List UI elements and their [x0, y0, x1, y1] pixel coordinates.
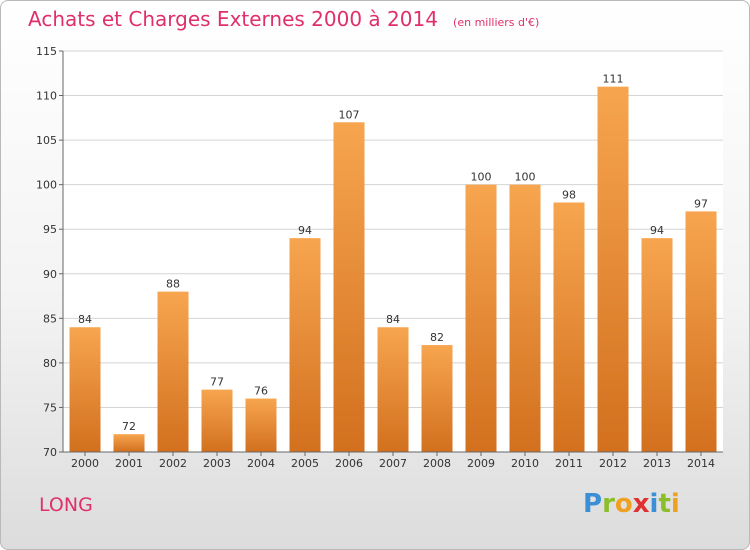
- logo-letter: t: [658, 489, 671, 519]
- logo-letter: i: [670, 489, 680, 519]
- x-tick-label: 2014: [687, 457, 715, 470]
- data-label: 97: [694, 197, 708, 210]
- bar: [421, 345, 453, 452]
- bar: [201, 389, 233, 452]
- y-tick-label: 80: [43, 357, 57, 370]
- bar: [465, 184, 497, 452]
- bar: [157, 291, 189, 452]
- bar: [597, 86, 629, 453]
- y-tick-label: 90: [43, 268, 57, 281]
- data-label: 77: [210, 376, 224, 389]
- x-tick-label: 2009: [467, 457, 495, 470]
- y-tick-label: 75: [43, 401, 57, 414]
- chart-title: Achats et Charges Externes 2000 à 2014: [28, 7, 438, 31]
- bar: [377, 327, 409, 452]
- x-tick-label: 2011: [555, 457, 583, 470]
- chart-subtitle: (en milliers d'€): [453, 16, 540, 29]
- data-label: 84: [78, 313, 92, 326]
- data-label: 111: [603, 73, 624, 86]
- data-label: 94: [298, 224, 312, 237]
- data-label: 107: [339, 108, 360, 121]
- bar: [245, 398, 277, 452]
- x-tick-label: 2002: [159, 457, 187, 470]
- data-label: 100: [471, 171, 492, 184]
- y-tick-label: 100: [36, 179, 57, 192]
- data-label: 98: [562, 188, 576, 201]
- x-tick-label: 2006: [335, 457, 363, 470]
- y-tick-label: 110: [36, 90, 57, 103]
- x-tick-label: 2000: [71, 457, 99, 470]
- bar: [509, 184, 541, 452]
- logo-letter: P: [583, 489, 603, 519]
- x-tick-label: 2013: [643, 457, 671, 470]
- bar: [69, 327, 101, 452]
- x-tick-label: 2001: [115, 457, 143, 470]
- y-tick-label: 70: [43, 446, 57, 459]
- y-tick-label: 115: [36, 45, 57, 58]
- bar: [333, 122, 365, 453]
- x-tick-label: 2008: [423, 457, 451, 470]
- data-label: 76: [254, 385, 268, 398]
- title-row: Achats et Charges Externes 2000 à 2014 (…: [28, 7, 539, 31]
- x-tick-label: 2012: [599, 457, 627, 470]
- x-tick-label: 2004: [247, 457, 275, 470]
- data-label: 84: [386, 313, 400, 326]
- logo-letter: x: [632, 489, 650, 519]
- y-tick-label: 85: [43, 312, 57, 325]
- data-label: 82: [430, 331, 444, 344]
- bar: [553, 202, 585, 452]
- data-label: 94: [650, 224, 664, 237]
- logo-letter: o: [614, 489, 633, 519]
- y-tick-label: 105: [36, 134, 57, 147]
- proxiti-logo[interactable]: Proxiti: [583, 489, 680, 519]
- x-tick-label: 2003: [203, 457, 231, 470]
- x-tick-label: 2010: [511, 457, 539, 470]
- y-tick-label: 95: [43, 223, 57, 236]
- logo-letter: i: [649, 489, 659, 519]
- bar: [289, 238, 321, 452]
- bar: [641, 238, 673, 452]
- data-label: 88: [166, 278, 180, 291]
- bar: [113, 434, 145, 452]
- place-name: LONG: [39, 494, 93, 516]
- logo-letter: r: [602, 489, 615, 519]
- data-label: 72: [122, 420, 136, 433]
- x-tick-label: 2007: [379, 457, 407, 470]
- data-label: 100: [515, 171, 536, 184]
- x-tick-label: 2005: [291, 457, 319, 470]
- bar: [685, 211, 717, 452]
